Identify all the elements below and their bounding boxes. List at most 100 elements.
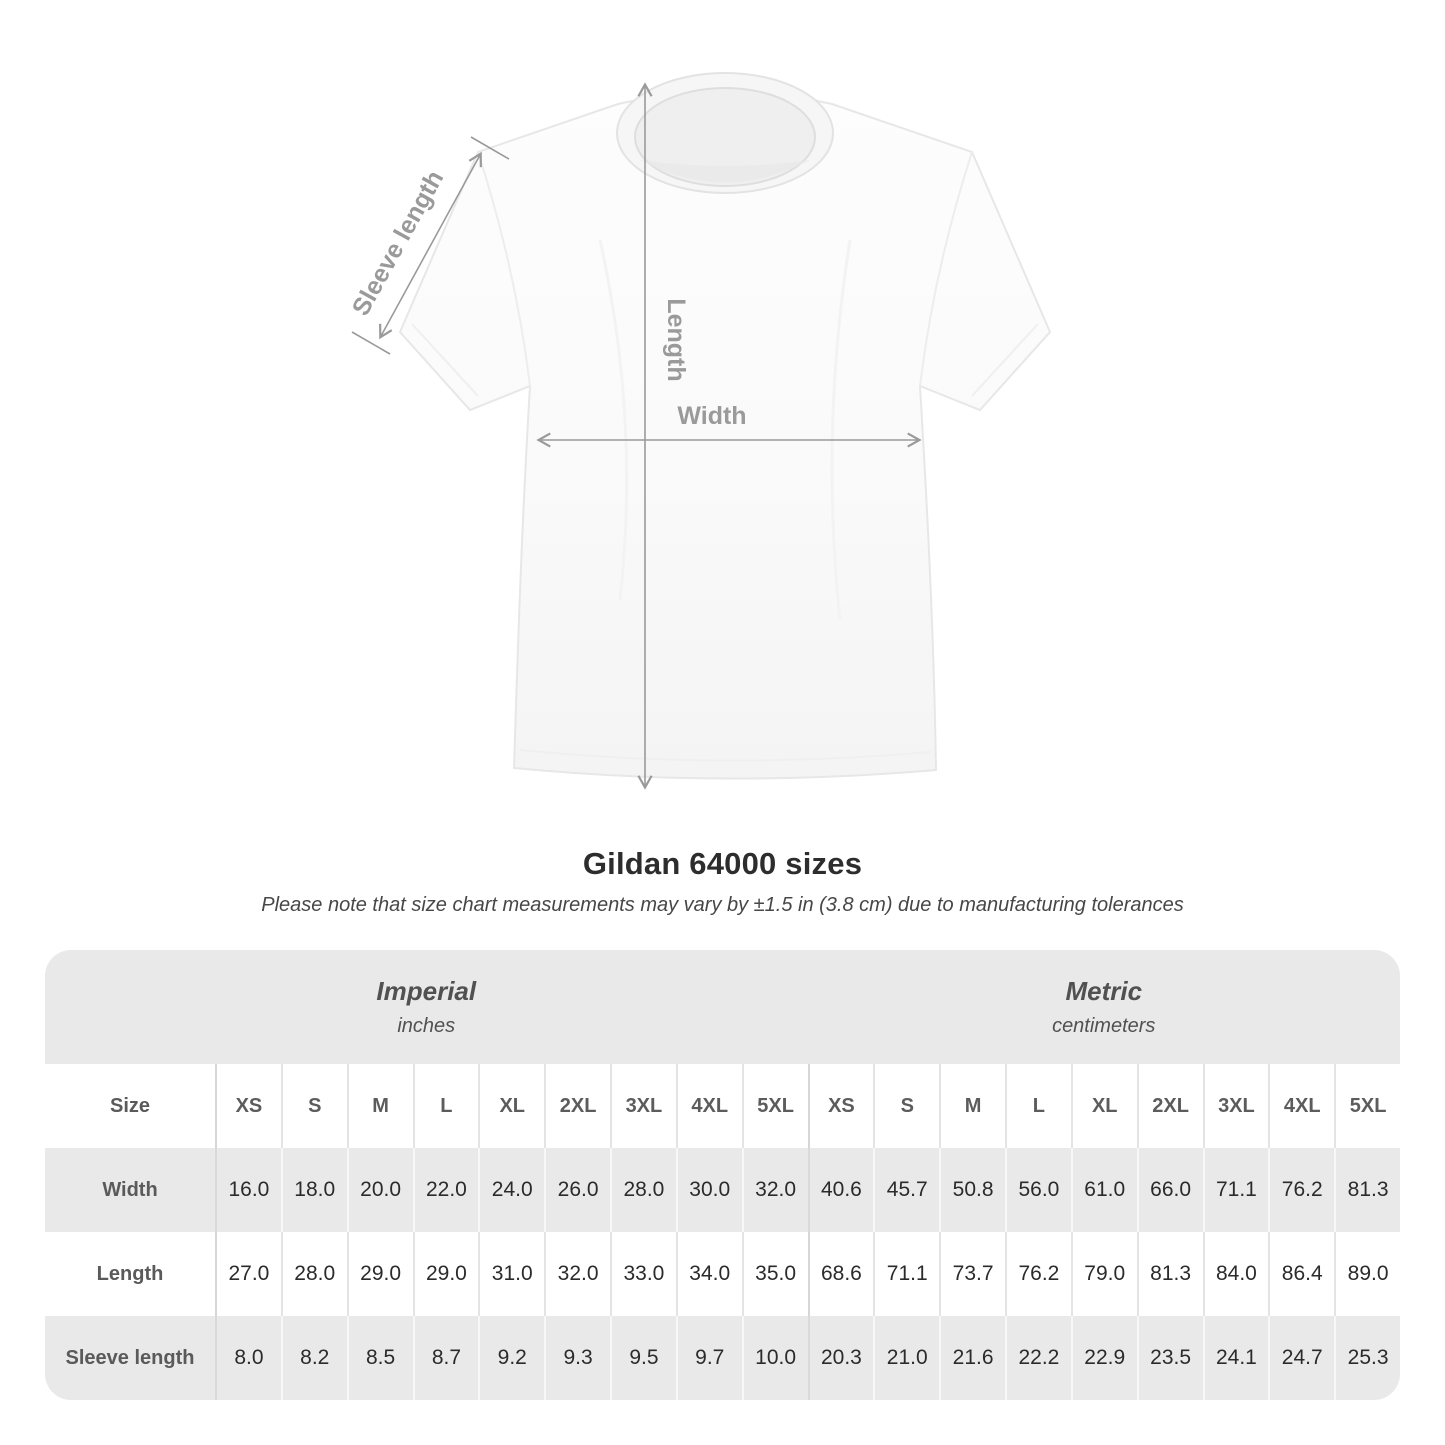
shirt-figure: Width Length Sleeve length [347, 72, 1052, 790]
size-cell-imperial-m: M [346, 1064, 413, 1148]
collar [616, 72, 834, 194]
length-imperial-4xl: 34.0 [675, 1232, 742, 1316]
metric-section-header: Metric centimeters [808, 950, 1401, 1064]
sleeve-length-metric-5xl: 25.3 [1334, 1316, 1400, 1400]
length-imperial-l: 29.0 [412, 1232, 479, 1316]
row-label-sleeve-length: Sleeve length [65, 1346, 195, 1369]
sleeve-length-metric-3xl: 24.1 [1202, 1316, 1269, 1400]
length-imperial-xl: 31.0 [478, 1232, 544, 1316]
length-imperial-m: 29.0 [346, 1232, 413, 1316]
length-metric-xs: 68.6 [807, 1232, 874, 1316]
size-cell-metric-s: S [873, 1064, 939, 1148]
width-metric-2xl: 66.0 [1136, 1148, 1203, 1232]
imperial-section-name: Imperial [376, 976, 477, 1006]
size-cell-metric-3xl: 3XL [1202, 1064, 1269, 1148]
size-cell-imperial-3xl: 3XL [610, 1064, 676, 1148]
width-imperial-4xl: 30.0 [675, 1148, 742, 1232]
width-imperial-m: 20.0 [346, 1148, 413, 1232]
length-metric-2xl: 81.3 [1136, 1232, 1203, 1316]
size-cell-imperial-s: S [280, 1064, 347, 1148]
width-imperial-5xl: 32.0 [741, 1148, 808, 1232]
length-metric-3xl: 84.0 [1202, 1232, 1269, 1316]
length-metric-xl: 79.0 [1070, 1232, 1137, 1316]
heading-block: Gildan 64000 sizes Please note that size… [0, 846, 1445, 917]
length-imperial-3xl: 33.0 [610, 1232, 676, 1316]
sleeve-arrow-top-cap [470, 136, 510, 160]
right-armhole-seam [919, 151, 973, 387]
length-metric-4xl: 86.4 [1268, 1232, 1334, 1316]
page-title: Gildan 64000 sizes [582, 846, 863, 881]
sleeve-length-imperial-5xl: 10.0 [741, 1316, 808, 1400]
length-imperial-2xl: 32.0 [544, 1232, 610, 1316]
sleeve-length-imperial-xs: 8.0 [215, 1316, 281, 1400]
metric-section-name: Metric [1065, 976, 1143, 1006]
sleeve-length-arrow [379, 151, 482, 340]
sleeve-length-imperial-3xl: 9.5 [610, 1316, 676, 1400]
width-metric-m: 50.8 [939, 1148, 1005, 1232]
size-cell-metric-2xl: 2XL [1136, 1064, 1203, 1148]
width-metric-l: 56.0 [1005, 1148, 1071, 1232]
imperial-section-unit: inches [397, 1015, 456, 1037]
sleeve-length-metric-xs: 20.3 [807, 1316, 874, 1400]
width-imperial-2xl: 26.0 [544, 1148, 610, 1232]
sleeve-length-imperial-2xl: 9.3 [544, 1316, 610, 1400]
length-metric-m: 73.7 [939, 1232, 1005, 1316]
sleeve-length-imperial-m: 8.5 [346, 1316, 413, 1400]
size-cell-imperial-5xl: 5XL [741, 1064, 808, 1148]
size-table: Imperial inches Metric centimeters Size … [45, 950, 1400, 1400]
table-row-sleeve-length: Sleeve length 8.0 8.2 8.5 8.7 9.2 9.3 9.5 9.7 10… [45, 1316, 1400, 1400]
metric-section-unit: centimeters [1052, 1015, 1156, 1037]
fold-line [598, 239, 629, 601]
length-imperial-s: 28.0 [280, 1232, 347, 1316]
row-label-length: Length [96, 1262, 164, 1285]
size-cell-imperial-4xl: 4XL [675, 1064, 742, 1148]
length-arrow-label: Length [662, 298, 690, 381]
sleeve-length-metric-4xl: 24.7 [1268, 1316, 1334, 1400]
width-metric-4xl: 76.2 [1268, 1148, 1334, 1232]
bottom-hem [519, 749, 931, 762]
width-imperial-l: 22.0 [412, 1148, 479, 1232]
sleeve-length-imperial-l: 8.7 [412, 1316, 479, 1400]
table-row-width: Width 16.0 18.0 20.0 22.0 24.0 26.0 28.0 30.0 32… [45, 1148, 1400, 1232]
length-imperial-xs: 27.0 [215, 1232, 281, 1316]
size-cell-metric-4xl: 4XL [1268, 1064, 1334, 1148]
sleeve-length-metric-m: 21.6 [939, 1316, 1005, 1400]
size-cell-metric-xl: XL [1070, 1064, 1137, 1148]
width-imperial-s: 18.0 [280, 1148, 347, 1232]
size-cell-metric-5xl: 5XL [1334, 1064, 1400, 1148]
width-arrow-label: Width [677, 402, 746, 430]
row-label-width: Width [102, 1178, 158, 1201]
sleeve-length-metric-l: 22.2 [1005, 1316, 1071, 1400]
length-imperial-5xl: 35.0 [741, 1232, 808, 1316]
fold-line [830, 239, 852, 621]
width-imperial-3xl: 28.0 [610, 1148, 676, 1232]
measurement-annotations [351, 82, 922, 790]
shirt-svg: Width Length Sleeve length [347, 72, 1052, 790]
sleeve-length-imperial-xl: 9.2 [478, 1316, 544, 1400]
imperial-section-header: Imperial inches [45, 950, 808, 1064]
sleeve-length-imperial-s: 8.2 [280, 1316, 347, 1400]
width-metric-5xl: 81.3 [1334, 1148, 1400, 1232]
unit-header-row: Imperial inches Metric centimeters [45, 950, 1400, 1064]
size-cell-imperial-2xl: 2XL [544, 1064, 610, 1148]
length-metric-l: 76.2 [1005, 1232, 1071, 1316]
sleeve-length-metric-2xl: 23.5 [1136, 1316, 1203, 1400]
size-cell-imperial-l: L [412, 1064, 479, 1148]
size-cell-metric-m: M [939, 1064, 1005, 1148]
length-metric-s: 71.1 [873, 1232, 939, 1316]
size-cell-metric-l: L [1005, 1064, 1071, 1148]
width-imperial-xs: 16.0 [215, 1148, 281, 1232]
width-metric-xl: 61.0 [1070, 1148, 1137, 1232]
length-metric-5xl: 89.0 [1334, 1232, 1400, 1316]
left-armhole-seam [477, 151, 531, 387]
width-imperial-xl: 24.0 [478, 1148, 544, 1232]
size-cell-imperial-xl: XL [478, 1064, 544, 1148]
width-metric-s: 45.7 [873, 1148, 939, 1232]
width-metric-3xl: 71.1 [1202, 1148, 1269, 1232]
tolerance-note: Please note that size chart measurements… [261, 894, 1184, 916]
sleeve-length-metric-s: 21.0 [873, 1316, 939, 1400]
sleeve-length-imperial-4xl: 9.7 [675, 1316, 742, 1400]
sleeve-length-metric-xl: 22.9 [1070, 1316, 1137, 1400]
size-cell-imperial-xs: XS [215, 1064, 281, 1148]
